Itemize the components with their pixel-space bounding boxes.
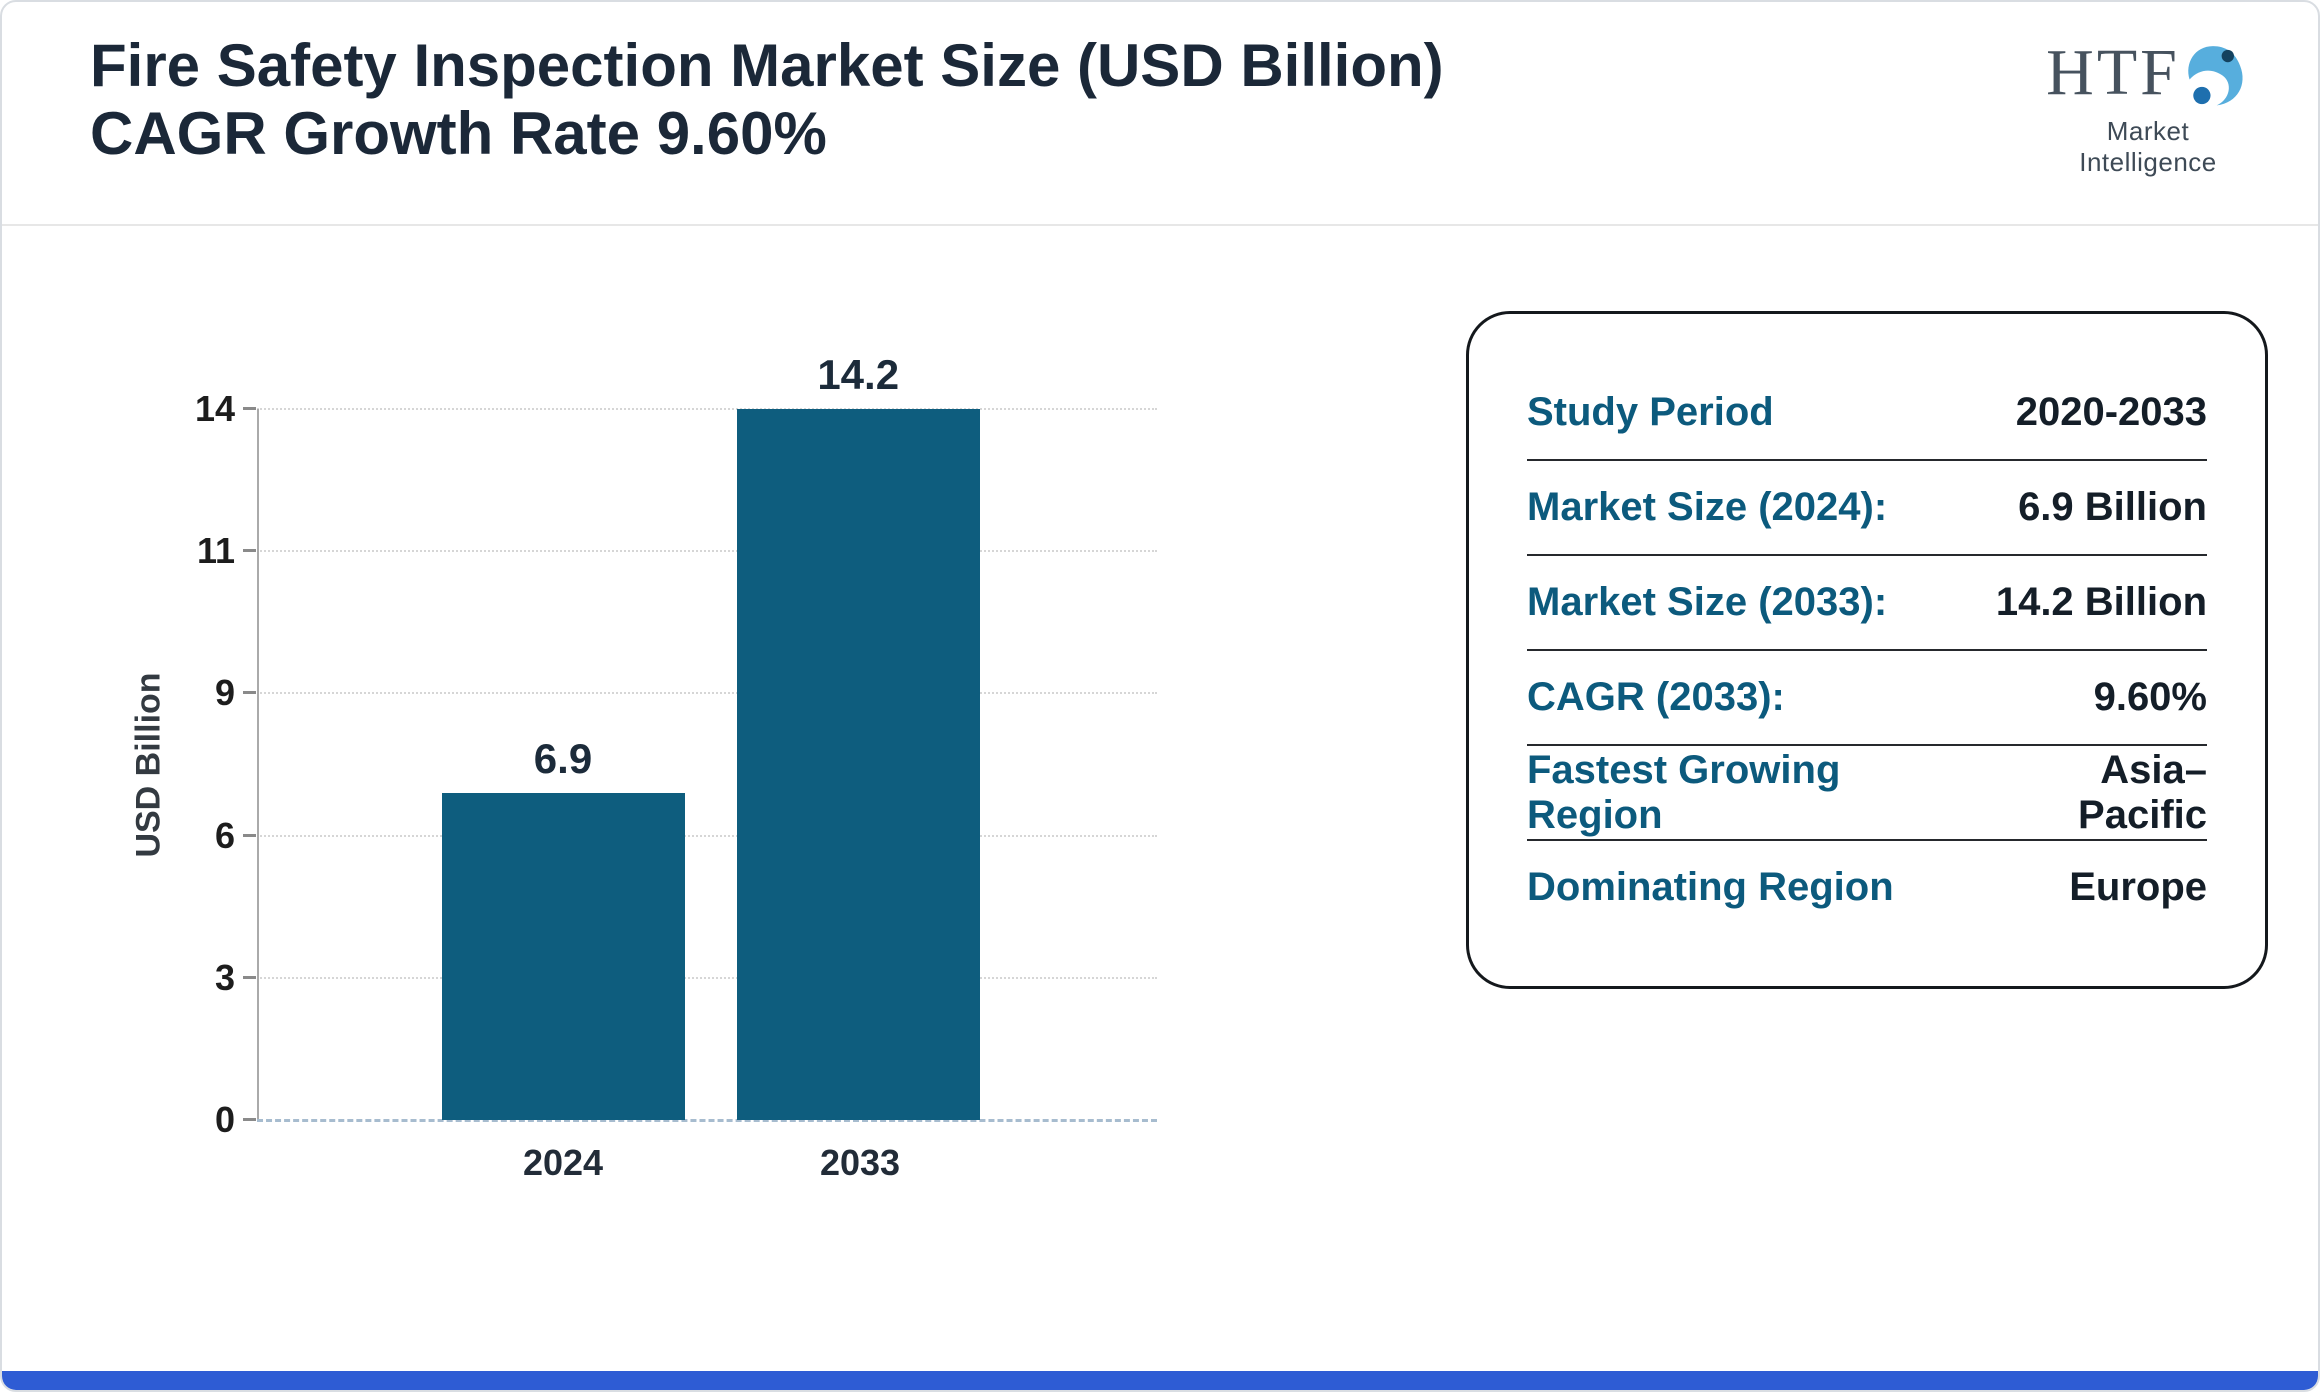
- row-label: Fastest Growing Region: [1527, 747, 1841, 837]
- y-axis-title: USD Billion: [129, 671, 168, 858]
- y-tick: [243, 1118, 256, 1121]
- logo-top: HTF: [2038, 40, 2258, 114]
- page-title: Fire Safety Inspection Market Size (USD …: [90, 32, 1444, 169]
- y-tick: [243, 691, 256, 695]
- y-tick: [243, 975, 256, 979]
- y-tick-label: 0: [214, 1099, 235, 1140]
- row-value: Asia–Pacific: [2078, 747, 2207, 837]
- gridline: [257, 408, 1157, 410]
- page-title-line1: Fire Safety Inspection Market Size (USD …: [90, 32, 1444, 99]
- summary-row-market-size-2024: Market Size (2024): 6.9 Billion: [1527, 461, 2207, 556]
- logo-subtext: Market Intelligence: [2079, 116, 2217, 177]
- summary-row-dominating-region: Dominating Region Europe: [1527, 841, 2207, 934]
- y-tick-label: 3: [214, 956, 235, 998]
- y-tick-label: 9: [214, 672, 235, 714]
- x-axis: [257, 1119, 1157, 1122]
- bar-value-label: 14.2: [817, 351, 900, 398]
- row-value: Europe: [2069, 865, 2207, 909]
- gridline: [257, 550, 1157, 553]
- footer-accent-bar: [2, 1371, 2318, 1390]
- row-label: Dominating Region: [1527, 865, 1894, 909]
- header: Fire Safety Inspection Market Size (USD …: [2, 2, 2318, 226]
- htf-logo: HTF Market Intelligence: [2038, 40, 2258, 178]
- row-label: Market Size (2033):: [1527, 580, 1888, 624]
- logo-text: HTF: [2046, 36, 2180, 109]
- bar-chart: USD Billion 0 3 6 9 11 14 6.9 14.2 2024: [130, 351, 1157, 1183]
- summary-row-market-size-2033: Market Size (2033): 14.2 Billion: [1527, 556, 2207, 651]
- y-axis: [257, 409, 259, 1120]
- row-value: 14.2 Billion: [1995, 580, 2207, 624]
- row-value: 2020-2033: [2015, 390, 2207, 434]
- x-category-label: 2024: [522, 1142, 604, 1183]
- bar-value-label: 6.9: [533, 734, 593, 782]
- gridline: [257, 976, 1157, 979]
- row-value: 6.9 Billion: [2018, 485, 2207, 529]
- row-label: Market Size (2024):: [1527, 485, 1888, 529]
- summary-card: Study Period 2020-2033 Market Size (2024…: [1466, 311, 2268, 989]
- bar-2033: 14.2: [736, 351, 980, 1120]
- row-label: CAGR (2033):: [1527, 675, 1785, 719]
- summary-row-fastest-growing-region: Fastest Growing Region Asia–Pacific: [1527, 746, 2207, 841]
- row-label: Study Period: [1527, 390, 1774, 434]
- y-tick: [243, 833, 256, 837]
- page-title-line2: CAGR Growth Rate 9.60%: [90, 100, 827, 168]
- row-value: 9.60%: [2093, 675, 2207, 719]
- x-category-label: 2033: [819, 1142, 901, 1183]
- y-tick-label: 6: [214, 814, 235, 856]
- logo-swirl-icon: [2188, 46, 2243, 106]
- y-tick: [243, 407, 256, 410]
- y-tick-label: 11: [196, 530, 235, 572]
- summary-row-cagr: CAGR (2033): 9.60%: [1527, 651, 2207, 746]
- y-tick: [243, 549, 256, 553]
- gridline: [257, 692, 1157, 695]
- summary-row-study-period: Study Period 2020-2033: [1527, 366, 2207, 461]
- bar-2024: 6.9: [441, 735, 685, 1120]
- y-tick-label: 14: [194, 388, 235, 429]
- gridline: [257, 834, 1157, 837]
